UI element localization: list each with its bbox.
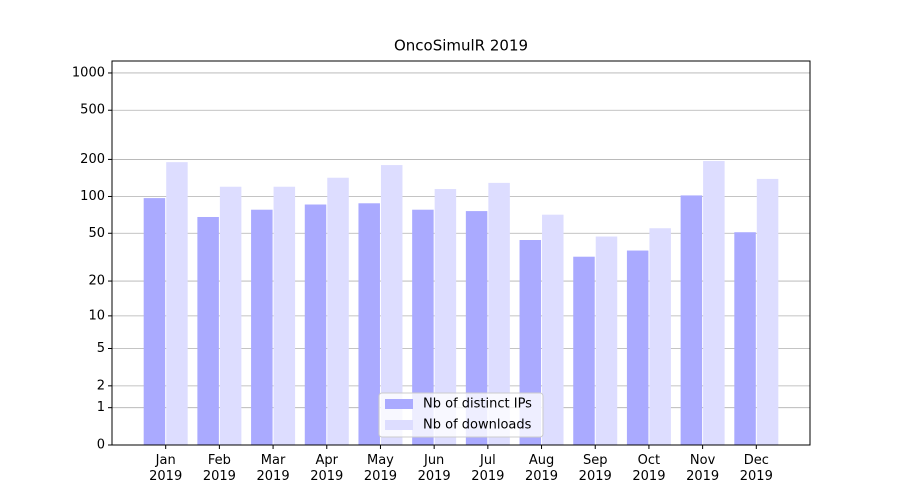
- bar: [465, 211, 488, 445]
- legend-label: Nb of downloads: [423, 418, 532, 433]
- bar: [219, 186, 242, 445]
- y-tick-label: 1000: [72, 65, 105, 80]
- bar: [680, 195, 703, 445]
- y-tick-label: 2: [97, 378, 105, 393]
- y-tick-label: 1: [97, 400, 105, 415]
- bar: [273, 186, 296, 445]
- x-tick-label: May 2019: [363, 453, 397, 484]
- x-tick-label: Jan 2019: [149, 453, 183, 484]
- x-tick-label: Sep 2019: [578, 453, 612, 484]
- bar: [412, 209, 434, 445]
- y-tick-label: 200: [80, 152, 105, 167]
- bar: [626, 250, 649, 445]
- bar: [734, 232, 756, 445]
- bar: [304, 204, 327, 445]
- y-tick-label: 5: [97, 341, 105, 356]
- bar: [166, 162, 188, 446]
- x-tick-label: Nov 2019: [686, 453, 720, 484]
- y-tick-label: 20: [88, 274, 105, 289]
- bar: [488, 182, 510, 446]
- bar: [756, 178, 779, 446]
- x-tick-label: Aug 2019: [524, 453, 559, 484]
- legend-swatch: [385, 420, 413, 430]
- x-tick-label: Apr 2019: [310, 453, 344, 484]
- legend-label: Nb of distinct IPs: [423, 397, 532, 412]
- bar: [251, 209, 273, 445]
- x-tick-label: Dec 2019: [739, 453, 773, 484]
- y-tick-label: 50: [88, 226, 105, 241]
- y-tick-label: 100: [80, 189, 105, 204]
- x-tick-label: Mar 2019: [256, 453, 290, 484]
- y-tick-label: 500: [80, 103, 105, 118]
- x-tick-label: Oct 2019: [632, 453, 666, 484]
- bar: [649, 228, 671, 445]
- legend-box: [378, 392, 544, 438]
- x-tick-label: Jul 2019: [471, 453, 505, 484]
- plot-frame: [111, 60, 811, 446]
- bar: [542, 214, 564, 445]
- bar: [380, 165, 403, 446]
- bar: [573, 256, 595, 445]
- x-tick-label: Feb 2019: [202, 453, 236, 484]
- chart-title: OncoSimulR 2019: [394, 37, 528, 55]
- bar: [703, 161, 725, 445]
- x-tick-label: Jun 2019: [417, 453, 451, 484]
- bar: [595, 236, 618, 445]
- y-tick-label: 0: [97, 438, 105, 453]
- bar: [434, 189, 457, 445]
- bar: [197, 216, 219, 445]
- bar: [358, 203, 380, 445]
- bar: [143, 198, 166, 445]
- y-tick-label: 10: [88, 308, 105, 323]
- legend-swatch: [385, 399, 413, 409]
- bar: [327, 177, 349, 445]
